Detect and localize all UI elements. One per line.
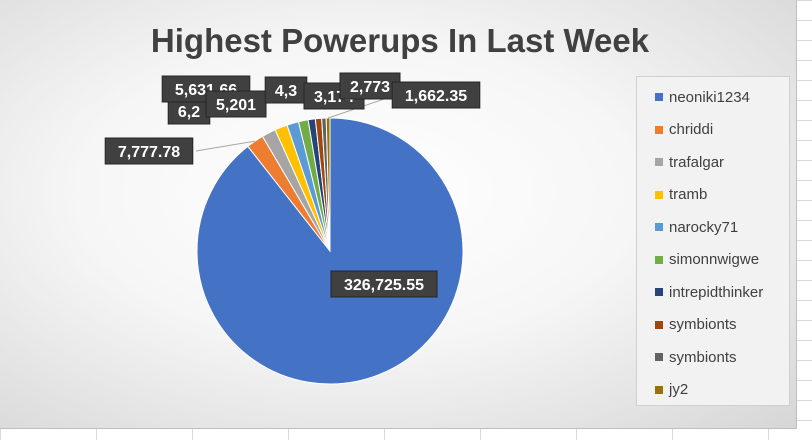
legend-item-symbionts[interactable]: symbionts: [655, 315, 737, 335]
legend-item-chriddi[interactable]: chriddi: [655, 120, 713, 140]
data-label-text: 5,201: [216, 97, 256, 114]
pie-slice-jy2-9[interactable]: [325, 117, 331, 252]
legend-item-intrepidthinker[interactable]: intrepidthinker: [655, 282, 763, 302]
legend-label: trafalgar: [669, 153, 725, 171]
pie-chart: 6,25,631.665,2014,37,777.783,1742,7731,6…: [104, 72, 481, 385]
data-label-box: [104, 137, 194, 165]
legend-label: neoniki1234: [669, 88, 750, 106]
data-label-narocky71: 5,201: [205, 90, 267, 118]
legend-label: narocky71: [669, 218, 739, 236]
data-label-box: [330, 270, 438, 298]
data-label-neoniki1234: 326,725.55: [330, 270, 438, 298]
data-label-symbionts: 2,773: [339, 72, 401, 100]
legend-label: simonnwigwe: [669, 251, 760, 268]
data-label-box: [339, 72, 401, 100]
data-label-jy2: 1,662.35: [391, 81, 481, 109]
legend-swatch: [655, 158, 663, 166]
legend-swatch: [655, 223, 663, 231]
legend-label: symbionts: [669, 348, 737, 366]
data-label-text: 7,777.78: [118, 144, 180, 161]
legend-swatch: [655, 320, 663, 329]
legend-item-narocky71[interactable]: narocky71: [655, 217, 738, 237]
chart-title: Highest Powerups In Last Week: [150, 22, 650, 59]
data-label-text: 326,725.55: [344, 277, 424, 294]
legend-item-neoniki1234[interactable]: neoniki1234: [655, 87, 750, 107]
legend-swatch: [655, 288, 663, 296]
data-label-text: 2,773: [350, 79, 390, 96]
legend-label: chriddi: [669, 121, 714, 138]
legend-swatch: [655, 125, 663, 134]
data-label-simonnwigwe: 4,3: [264, 76, 308, 104]
legend-item-symbionts[interactable]: symbionts: [655, 347, 737, 367]
legend-label: symbionts: [669, 316, 737, 333]
data-label-text: 1,662.35: [405, 88, 467, 105]
data-label-text: 4,3: [275, 83, 297, 100]
legend[interactable]: neoniki1234 chriddi trafalgar tramb narocky7…: [636, 76, 790, 406]
legend-label: jy2: [669, 381, 689, 398]
data-label-chriddi: 7,777.78: [104, 137, 194, 165]
legend-swatch: [655, 93, 663, 101]
legend-item-tramb[interactable]: tramb: [655, 185, 707, 205]
legend-item-jy2[interactable]: jy2: [655, 380, 688, 400]
legend-swatch: [655, 255, 663, 264]
legend-item-simonnwigwe[interactable]: simonnwigwe: [655, 250, 759, 270]
legend-swatch: [655, 385, 663, 394]
data-label-text: 6,2: [178, 104, 200, 121]
legend-label: tramb: [669, 186, 708, 203]
legend-swatch: [655, 190, 663, 199]
data-label-box: [205, 90, 267, 118]
legend-item-trafalgar[interactable]: trafalgar: [655, 152, 724, 172]
leader-line-chriddi: [195, 140, 256, 152]
legend-swatch: [655, 353, 663, 361]
legend-label: intrepidthinker: [669, 283, 764, 301]
data-label-box: [391, 81, 481, 109]
chart-area[interactable]: Highest Powerups In Last Week 6,25,631.6…: [0, 0, 797, 429]
